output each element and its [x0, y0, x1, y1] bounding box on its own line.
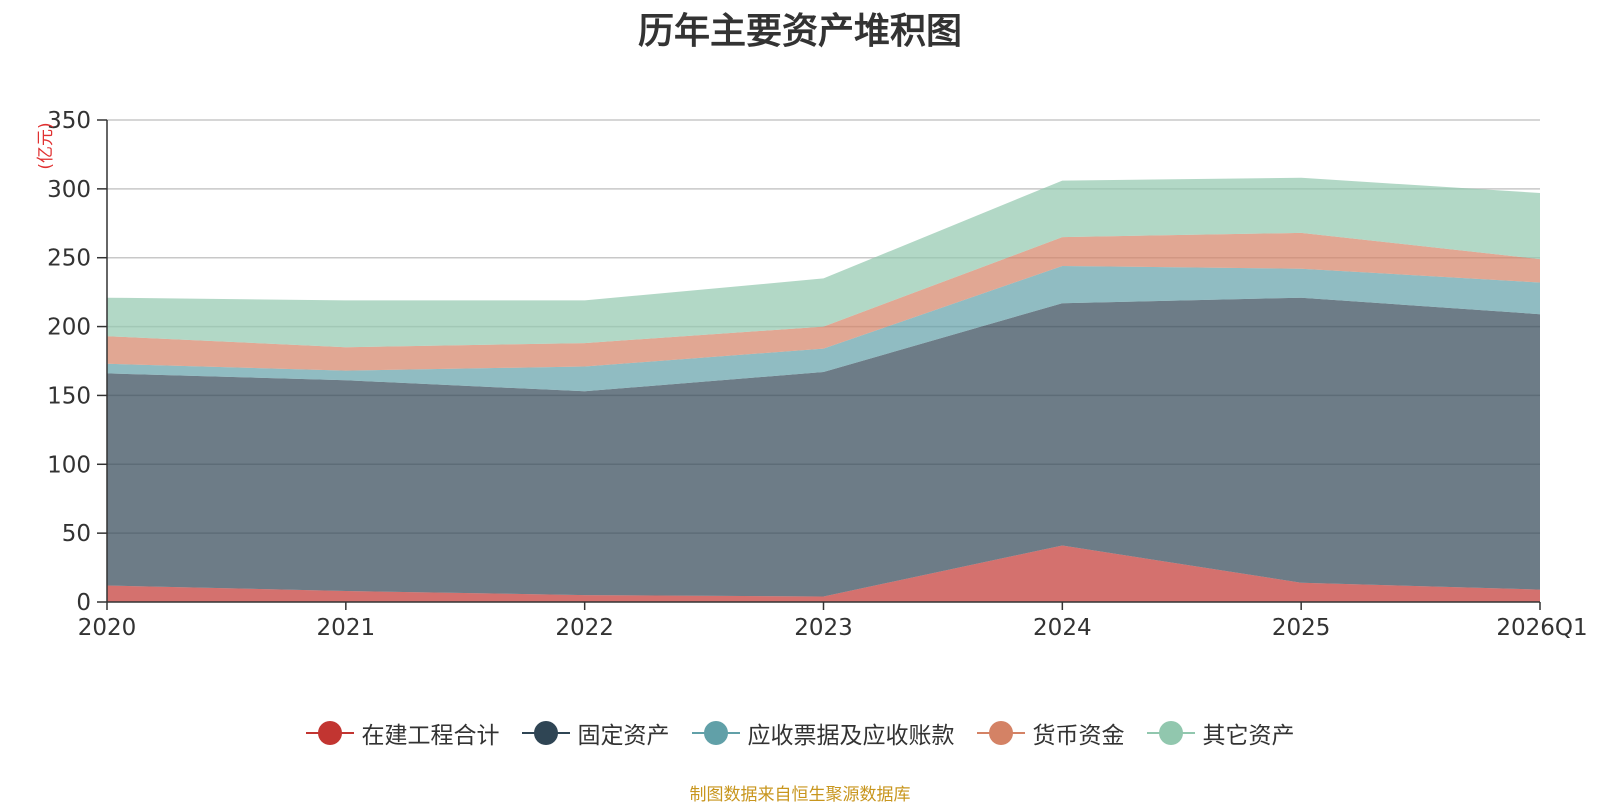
- x-tick-label-2026Q1: 2026Q1: [1496, 615, 1587, 641]
- y-tick-label-0: 0: [76, 590, 91, 616]
- x-tick-label-2025: 2025: [1272, 615, 1331, 641]
- legend-label: 其它资产: [1202, 723, 1295, 749]
- area-series-5: [107, 177, 1540, 348]
- legend-marker-icon: [691, 720, 740, 746]
- source-note: 制图数据来自恒生聚源数据库: [689, 785, 911, 805]
- area-series-3: [107, 266, 1540, 392]
- y-tick-label-50: 50: [62, 521, 91, 547]
- legend-marker-icon: [1146, 720, 1195, 746]
- legend-item-1[interactable]: 在建工程合计: [305, 716, 500, 750]
- legend-marker-icon: [521, 720, 570, 746]
- tick-labels: 0 50 100 150 200 250 300 350 2020 2021 2022 2023 202…: [47, 108, 1588, 641]
- area-series-1: [107, 545, 1540, 602]
- legend-marker-icon: [305, 720, 354, 746]
- area-series: [107, 177, 1540, 602]
- area-series-4: [107, 232, 1540, 371]
- x-tick-label-2023: 2023: [794, 615, 853, 641]
- legend-item-2[interactable]: 固定资产: [521, 716, 670, 750]
- y-tick-label-300: 300: [47, 177, 91, 203]
- legend-label: 货币资金: [1032, 723, 1125, 749]
- legend-item-4[interactable]: 货币资金: [976, 716, 1125, 750]
- legend-label: 在建工程合计: [361, 723, 500, 749]
- y-tick-label-200: 200: [47, 315, 91, 341]
- x-tick-label-2024: 2024: [1033, 615, 1092, 641]
- legend-label: 固定资产: [577, 723, 670, 749]
- x-tick-label-2020: 2020: [78, 615, 137, 641]
- area-series-2: [107, 297, 1540, 597]
- legend-label: 应收票据及应收账款: [747, 723, 955, 749]
- y-tick-label-150: 150: [47, 383, 91, 409]
- legend: 在建工程合计 固定资产 应收票据及应收账款 货币资金 其它资产: [0, 716, 1600, 750]
- legend-item-3[interactable]: 应收票据及应收账款: [691, 716, 955, 750]
- stacked-area-chart: 0 50 100 150 200 250 300 350 2020 2021 2022 2023 202…: [36, 108, 1588, 641]
- legend-item-5[interactable]: 其它资产: [1146, 716, 1295, 750]
- y-tick-label-100: 100: [47, 452, 91, 478]
- x-tick-label-2021: 2021: [317, 615, 376, 641]
- y-axis-unit-label: (亿元): [36, 122, 56, 169]
- chart-title: 历年主要资产堆积图: [637, 11, 962, 52]
- x-tick-label-2022: 2022: [555, 615, 614, 641]
- legend-marker-icon: [976, 720, 1025, 746]
- axes: [97, 119, 1541, 610]
- y-tick-label-250: 250: [47, 246, 91, 272]
- y-tick-label-350: 350: [47, 108, 91, 134]
